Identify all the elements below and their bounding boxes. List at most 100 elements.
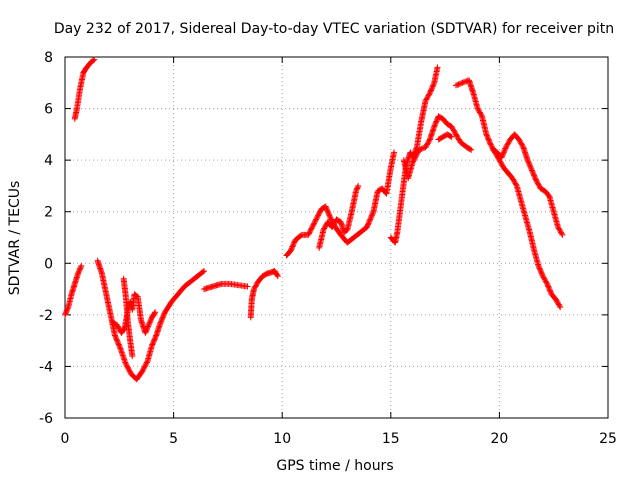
data-point [329, 222, 336, 229]
data-point [125, 366, 132, 373]
data-point [151, 337, 158, 344]
data-point [331, 220, 338, 227]
data-point [546, 286, 553, 293]
data-point [542, 277, 549, 284]
data-point [527, 163, 534, 170]
data-point [433, 118, 440, 125]
data-point [159, 314, 166, 321]
data-point [501, 148, 508, 155]
data-point [455, 81, 462, 88]
data-point [501, 146, 508, 153]
data-point [76, 268, 83, 275]
data-point [452, 131, 459, 138]
data-point [452, 82, 459, 89]
data-point [502, 144, 509, 151]
data-point [323, 204, 330, 211]
data-point [432, 119, 439, 126]
data-point [536, 264, 543, 271]
data-point [483, 132, 490, 139]
data-point [484, 135, 491, 142]
data-point [312, 217, 319, 224]
data-point [158, 318, 165, 325]
data-point [152, 335, 159, 342]
data-point [412, 153, 419, 160]
y-tick-label: 0 [44, 256, 53, 272]
data-point [537, 266, 544, 273]
data-point [486, 139, 493, 146]
y-tick-label: 6 [44, 102, 53, 118]
data-point [325, 211, 332, 218]
data-point [450, 127, 457, 134]
data-point [524, 157, 531, 164]
data-point [425, 139, 432, 146]
data-point [251, 284, 258, 291]
data-point [476, 109, 483, 116]
data-point [316, 208, 323, 215]
data-point [139, 367, 146, 374]
data-point [426, 90, 433, 97]
data-point [142, 362, 149, 369]
data-point [525, 158, 532, 165]
data-point [364, 221, 371, 228]
data-point [322, 203, 329, 210]
data-point [142, 329, 149, 336]
data-point [451, 128, 458, 135]
data-marks [62, 56, 566, 383]
data-series-segment [435, 131, 455, 143]
data-point [114, 323, 121, 330]
y-tick-label: -2 [39, 308, 53, 324]
data-point [369, 210, 376, 217]
y-tick-label: 4 [44, 153, 53, 169]
data-point [487, 140, 494, 147]
data-point [425, 92, 432, 99]
data-point [529, 168, 536, 175]
data-point [526, 162, 533, 169]
data-point [311, 219, 318, 226]
y-axis-label: SDTVAR / TECUs [7, 181, 23, 296]
data-point [477, 110, 484, 117]
y-tick-label: 2 [44, 205, 53, 221]
data-point [427, 87, 434, 94]
data-series-segment [109, 291, 159, 336]
data-point [289, 243, 296, 250]
data-point [511, 179, 518, 186]
data-series-segment [489, 131, 566, 238]
data-point [503, 142, 510, 149]
data-point [139, 368, 146, 375]
data-point [368, 212, 375, 219]
data-point [552, 296, 559, 303]
data-point [306, 229, 313, 236]
data-point [557, 228, 564, 235]
data-point [160, 311, 167, 318]
data-point [113, 336, 120, 343]
data-point [115, 341, 122, 348]
data-point [290, 240, 297, 247]
data-point [199, 268, 206, 275]
data-point [141, 363, 148, 370]
data-point [143, 327, 150, 334]
data-point [544, 282, 551, 289]
data-point [146, 319, 153, 326]
data-point [313, 215, 320, 222]
data-point [150, 338, 157, 345]
data-point [556, 302, 563, 309]
data-point [555, 300, 562, 307]
data-point [90, 57, 97, 64]
x-axis-label: GPS time / hours [276, 458, 393, 474]
data-point [412, 154, 419, 161]
data-series-segment [452, 77, 564, 311]
data-point [77, 264, 84, 271]
data-point [274, 272, 281, 279]
data-point [124, 363, 131, 370]
data-point [414, 150, 421, 157]
data-point [111, 332, 118, 339]
data-point [291, 239, 298, 246]
data-point [517, 139, 524, 146]
data-point [309, 222, 316, 229]
x-tick-label: 15 [382, 431, 400, 447]
data-point [476, 108, 483, 115]
x-tick-label: 25 [599, 431, 617, 447]
data-point [364, 222, 371, 229]
data-point [458, 80, 465, 87]
data-point [145, 322, 152, 329]
